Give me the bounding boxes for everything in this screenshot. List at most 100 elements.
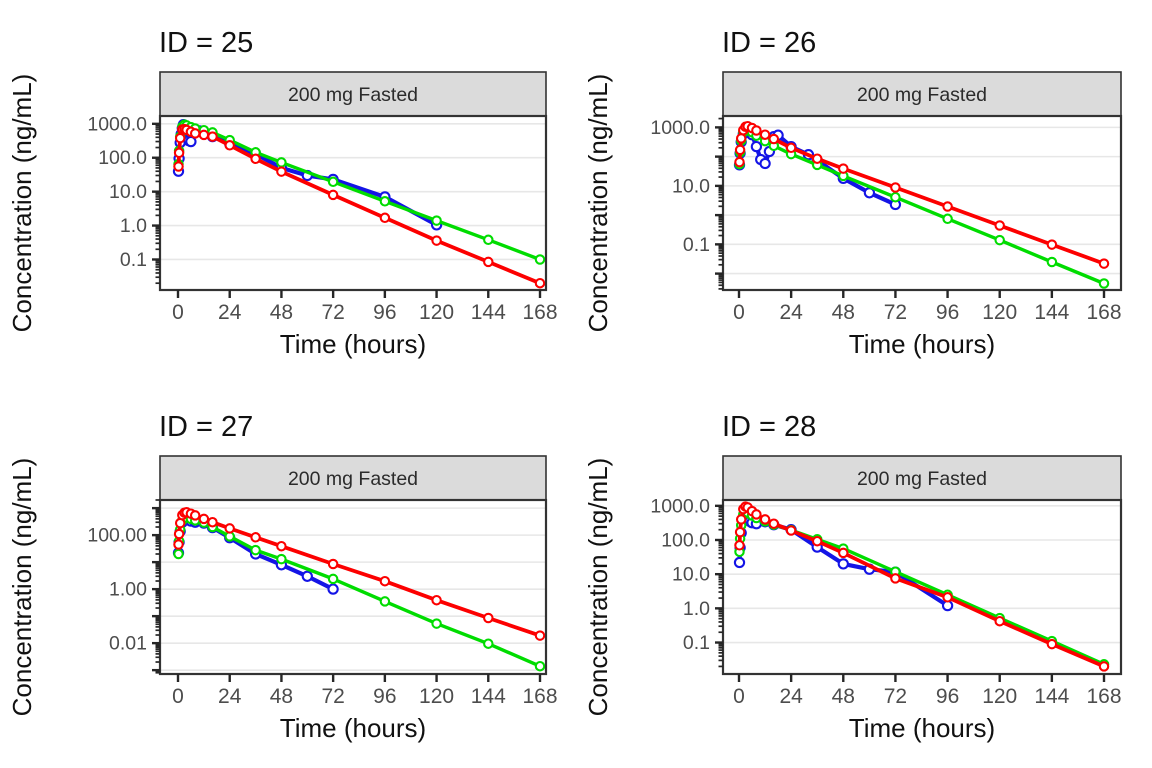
data-point-marker — [1098, 278, 1110, 289]
strip-label: 200 mg Fasted — [857, 468, 987, 490]
panel-title: ID = 26 — [722, 27, 816, 59]
data-point-marker — [838, 163, 849, 174]
panel-title: ID = 27 — [159, 411, 253, 443]
data-point-marker — [734, 526, 746, 538]
data-point-marker — [174, 132, 186, 144]
x-tick-label: 72 — [884, 685, 907, 708]
panel-border — [158, 114, 548, 292]
series-layer — [733, 120, 1110, 289]
data-point-marker — [276, 540, 287, 552]
panel-plot: 200 mg Fasted 100.00 1.00 0.01 0 24 48 72 96 120 1… — [0, 384, 576, 768]
data-point-marker — [207, 516, 218, 528]
data-point-marker — [198, 513, 210, 525]
data-point-marker — [768, 518, 780, 529]
facet-strip — [722, 455, 1122, 501]
subplot-id-25: 200 mg Fasted 1000.0 100.0 10.0 1.0 0.1 0 24 48 7… — [0, 0, 576, 384]
facet-strip — [159, 455, 547, 501]
x-tick-label: 24 — [779, 301, 803, 324]
x-tick-label: 48 — [832, 301, 855, 324]
data-point-marker — [327, 189, 339, 201]
data-point-marker — [534, 660, 546, 672]
series-layer — [172, 118, 546, 289]
data-point-marker — [173, 548, 184, 560]
data-point-marker — [994, 615, 1005, 627]
data-point-marker — [301, 570, 313, 582]
y-tick-label: 100.00 — [87, 525, 147, 547]
panel-plot: 200 mg Fasted 1000.0 100.0 10.0 1.0 0.1 0 24 48 7… — [576, 384, 1152, 768]
data-point-marker — [759, 129, 771, 140]
panel-title: ID = 25 — [159, 27, 253, 59]
x-tick-label: 48 — [832, 685, 855, 708]
data-point-marker — [751, 125, 762, 136]
data-point-marker — [276, 157, 287, 168]
data-point-marker — [431, 215, 442, 226]
data-point-marker — [785, 142, 797, 154]
data-point-marker — [173, 528, 185, 540]
data-point-marker — [734, 156, 745, 168]
y-tick-label: 100.0 — [661, 529, 710, 551]
y-axis-title: Concentration (ng/mL) — [7, 458, 37, 717]
data-point-marker — [173, 161, 184, 172]
x-tick-label: 48 — [270, 301, 293, 324]
data-point-marker — [838, 547, 849, 559]
data-point-marker — [534, 630, 546, 641]
panel-plot: 200 mg Fasted 1000.0 100.0 10.0 1.0 0.1 0 24 48 7… — [0, 0, 576, 384]
x-tick-label: 0 — [172, 685, 184, 708]
data-point-marker — [735, 514, 747, 525]
x-tick-label: 96 — [373, 301, 396, 324]
x-tick-label: 144 — [1034, 685, 1069, 708]
y-tick-label: 0.01 — [109, 633, 147, 655]
data-point-marker — [768, 133, 780, 145]
plot-background — [576, 384, 1152, 768]
data-point-marker — [534, 254, 546, 265]
data-point-marker — [483, 612, 494, 624]
strip-label: 200 mg Fasted — [288, 468, 418, 490]
data-point-marker — [250, 532, 261, 543]
data-point-marker — [942, 592, 953, 603]
x-tick-label: 120 — [982, 685, 1017, 708]
data-point-marker — [735, 133, 747, 144]
subplot-id-26: 200 mg Fasted 1000.0 10.0 0.1 0 24 48 72 96 120 14… — [576, 0, 1152, 384]
data-point-marker — [483, 256, 494, 268]
data-point-marker — [276, 553, 287, 565]
x-axis-title: Time (hours) — [280, 329, 426, 359]
panel-border — [721, 114, 1123, 292]
x-axis-title: Time (hours) — [849, 713, 995, 743]
data-point-marker — [250, 544, 261, 556]
x-axis-title: Time (hours) — [280, 713, 426, 743]
data-point-marker — [379, 596, 391, 607]
data-point-marker — [224, 523, 235, 534]
x-tick-label: 72 — [321, 301, 344, 324]
data-point-marker — [173, 539, 184, 550]
x-tick-label: 168 — [1086, 301, 1121, 324]
strip-label: 200 mg Fasted — [288, 84, 418, 106]
data-point-marker — [431, 235, 442, 246]
x-tick-label: 0 — [733, 301, 745, 324]
data-point-marker — [189, 128, 201, 139]
y-axis-title: Concentration (ng/mL) — [583, 458, 613, 717]
x-tick-label: 168 — [522, 685, 557, 708]
data-point-marker — [890, 191, 901, 203]
data-point-marker — [942, 201, 953, 212]
data-point-marker — [224, 140, 235, 151]
data-point-marker — [379, 196, 391, 207]
x-tick-label: 96 — [936, 685, 959, 708]
data-point-marker — [811, 535, 823, 547]
data-point-marker — [198, 129, 210, 141]
data-point-marker — [327, 583, 339, 595]
y-tick-label: 1000.0 — [87, 113, 147, 135]
series-layer — [172, 507, 546, 672]
x-tick-label: 168 — [522, 301, 557, 324]
data-point-marker — [750, 140, 763, 153]
x-tick-label: 24 — [218, 301, 242, 324]
data-point-marker — [207, 131, 218, 142]
data-point-marker — [276, 166, 287, 177]
y-tick-label: 10.0 — [672, 175, 710, 197]
panel-border — [158, 498, 548, 676]
series-layer — [733, 501, 1110, 672]
strip-label: 200 mg Fasted — [857, 84, 987, 106]
data-point-marker — [379, 212, 391, 224]
x-tick-label: 0 — [733, 685, 745, 708]
subplot-id-27: 200 mg Fasted 100.00 1.00 0.01 0 24 48 72 96 120 1… — [0, 384, 576, 768]
